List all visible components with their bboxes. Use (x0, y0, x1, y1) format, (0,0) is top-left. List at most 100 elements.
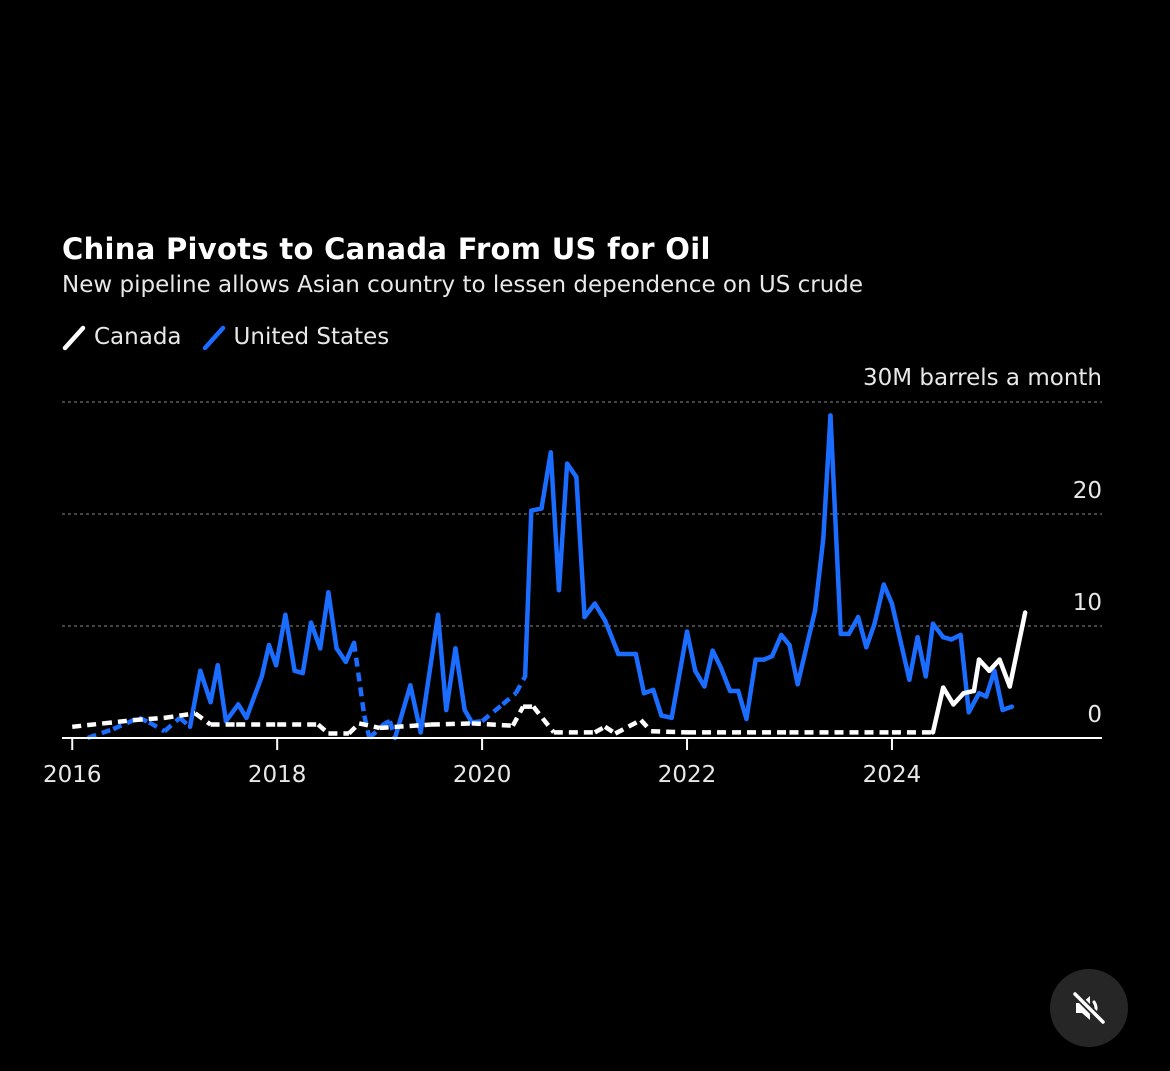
series-segment (855, 614, 869, 650)
series-segment (603, 724, 617, 736)
series-segment (564, 461, 579, 480)
series-segment (300, 620, 314, 676)
series-segment (864, 621, 877, 650)
series-segment (710, 648, 724, 670)
series-segment (379, 722, 432, 731)
y-tick-label: 0 (1087, 702, 1102, 728)
series-segment (215, 662, 229, 724)
series-segment (430, 721, 472, 727)
series-segment (347, 721, 361, 736)
legend-label-canada: Canada (94, 324, 182, 350)
legend-swatch-canada-icon (62, 325, 86, 351)
series-segment (187, 668, 203, 730)
series-segment (443, 646, 458, 713)
legend-label-united-states: United States (233, 324, 390, 350)
series-segment (930, 685, 946, 735)
series-segment (1000, 704, 1015, 713)
series-segment (556, 461, 570, 593)
series-segment (513, 675, 528, 695)
series-segment (147, 720, 166, 734)
series-segment (592, 601, 608, 623)
series-segment (326, 590, 339, 651)
series-segment (872, 582, 887, 627)
series-segment (639, 718, 653, 733)
series-segment (828, 413, 843, 637)
series-segment (480, 702, 505, 723)
series-segment (510, 705, 526, 727)
series-segment (162, 716, 182, 733)
chart-title: China Pivots to Canada From US for Oil (62, 232, 711, 266)
series-segment (317, 590, 331, 651)
series-segment (351, 642, 367, 716)
series-segment (259, 642, 272, 679)
series-segment (435, 612, 449, 713)
series-segment (198, 668, 213, 705)
series-segment (997, 657, 1013, 689)
series-segment (795, 608, 818, 687)
series-segment (976, 657, 992, 674)
series-segment (86, 726, 114, 741)
series-segment (102, 717, 134, 726)
series-segment (718, 665, 733, 694)
series-segment (812, 536, 826, 613)
legend-swatch-united-states-icon (202, 325, 225, 351)
y-axis-ticks: 0 10 20 (1073, 478, 1102, 728)
series-segment (923, 621, 936, 679)
series-segment (958, 632, 972, 715)
series-segment (889, 601, 905, 651)
series-segment (651, 729, 688, 735)
x-axis-ticks: 2016 2018 2020 2022 2024 (43, 738, 921, 788)
series-united-states (86, 413, 1015, 741)
series-lines (72, 413, 1028, 741)
series-segment (633, 651, 647, 696)
x-tick-label: 2022 (658, 762, 717, 788)
series-segment (418, 612, 441, 735)
series-segment (966, 690, 982, 715)
series-segment (744, 657, 758, 722)
series-segment (602, 618, 621, 657)
series-segment (334, 646, 349, 665)
series-segment (387, 720, 398, 739)
series-segment (940, 685, 956, 707)
series-segment (283, 612, 297, 674)
series-segment (164, 711, 196, 721)
series-segment (193, 711, 212, 727)
series-segment (501, 691, 518, 707)
series-segment (669, 629, 690, 721)
mute-button[interactable] (1050, 969, 1128, 1047)
series-segment (930, 621, 946, 640)
legend-item-canada: Canada (62, 322, 182, 352)
series-segment (787, 642, 800, 687)
series-segment (593, 724, 607, 735)
series-segment (684, 629, 698, 674)
series-segment (133, 715, 165, 723)
series-segment (702, 648, 715, 689)
series-segment (72, 721, 104, 730)
series-segment (582, 601, 598, 620)
y-tick-label: 20 (1073, 478, 1102, 504)
x-tick-label: 2020 (453, 762, 512, 788)
series-segment (453, 646, 467, 713)
y-axis-unit-label: 30M barrels a month (863, 365, 1102, 391)
series-segment (273, 612, 288, 668)
series-segment (522, 508, 534, 679)
series-canada (72, 610, 1028, 736)
series-segment (614, 718, 642, 736)
x-tick-label: 2018 (248, 762, 307, 788)
series-segment (462, 707, 475, 725)
x-tick-label: 2024 (863, 762, 922, 788)
speaker-muted-icon (1071, 990, 1107, 1026)
legend: Canada United States (62, 322, 409, 352)
series-segment (223, 702, 241, 724)
series-segment (178, 716, 192, 729)
series-segment (244, 674, 265, 721)
series-segment (392, 683, 413, 741)
series-segment (971, 657, 982, 694)
series-segment (992, 668, 1005, 713)
series-segment (951, 690, 966, 707)
series-segment (408, 683, 423, 735)
legend-item-united-states: United States (202, 322, 390, 352)
series-segment (650, 687, 664, 718)
x-tick-label: 2016 (43, 762, 102, 788)
